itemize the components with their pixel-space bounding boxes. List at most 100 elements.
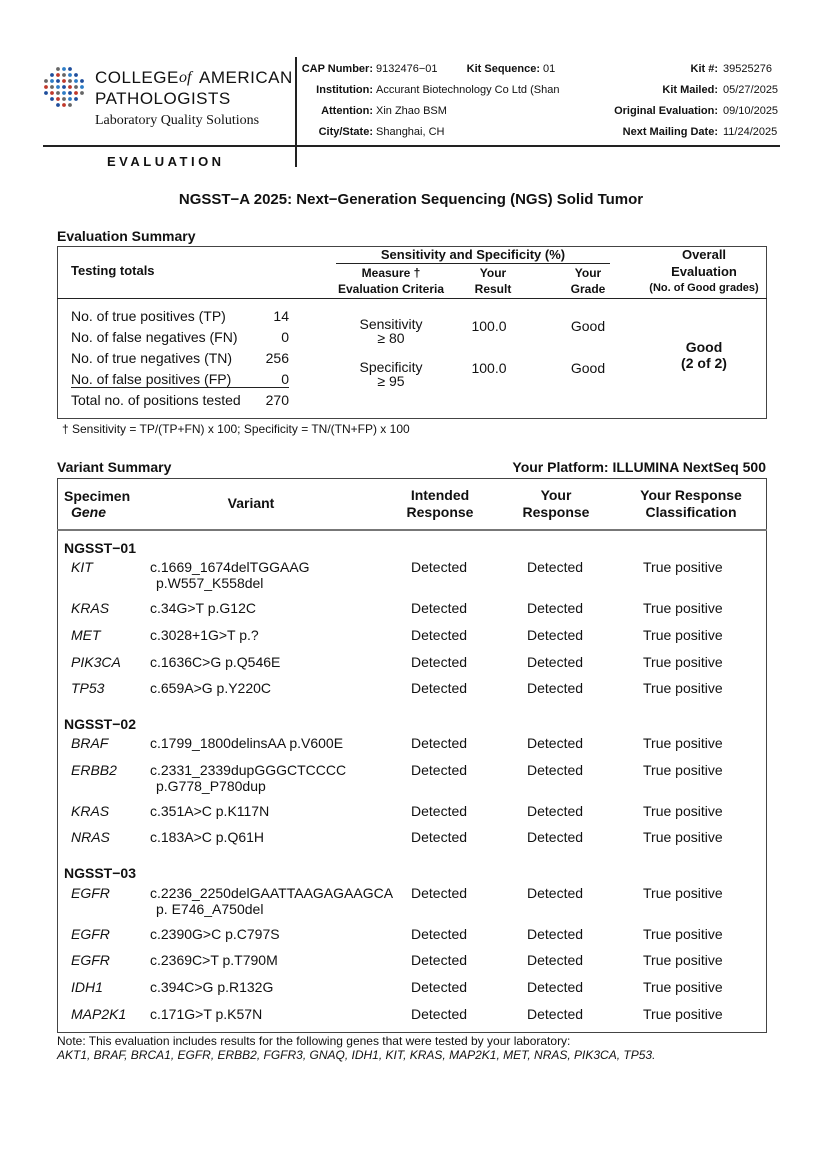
classification: True positive [643, 1005, 723, 1022]
classification: True positive [643, 884, 723, 901]
your-response: Detected [527, 761, 584, 778]
measure-name: Specificity [359, 358, 423, 375]
logo-dot [68, 91, 72, 95]
logo-dot [74, 85, 78, 89]
measure-name: Sensitivity [359, 315, 423, 332]
logo-text: AMERICAN [199, 67, 293, 87]
evaluation-header-rule [57, 298, 767, 299]
intended-response: Detected [411, 558, 468, 575]
variant: c.394C>G p.R132G [150, 978, 274, 995]
footnote: † Sensitivity = TP/(TP+FN) x 100; Specif… [62, 421, 410, 436]
logo-dot [44, 79, 48, 83]
variant-header-rule [57, 529, 767, 531]
gene: IDH1 [71, 978, 103, 995]
variant: p.W557_K558del [156, 574, 264, 591]
section-heading: Variant Summary [57, 458, 172, 475]
gene: TP53 [71, 679, 105, 696]
field-value: 01 [543, 63, 556, 76]
total-label: No. of true positives (TP) [71, 307, 226, 324]
your-response: Detected [527, 828, 584, 845]
your-response: Detected [527, 734, 584, 751]
variant: c.34G>T p.G12C [150, 599, 256, 616]
variant: c.171G>T p.K57N [150, 1005, 263, 1022]
intended-response: Detected [411, 1005, 468, 1022]
intended-response: Detected [411, 599, 468, 616]
logo-dot [74, 97, 78, 101]
column-header: Testing totals [71, 263, 155, 279]
gene: KRAS [71, 599, 110, 616]
variant: c.1669_1674delTGGAAG [150, 558, 310, 575]
logo-dot [80, 91, 84, 95]
field-value: 11/24/2025 [723, 126, 778, 139]
logo-dot [80, 85, 84, 89]
column-header: Grade [570, 281, 606, 296]
intended-response: Detected [411, 626, 468, 643]
logo-dot [44, 91, 48, 95]
measure-criteria: ≥ 95 [377, 372, 405, 389]
variant: p.G778_P780dup [156, 777, 266, 794]
variant-box [57, 478, 767, 1033]
column-header: Evaluation Criteria [337, 281, 445, 296]
gene: EGFR [71, 925, 110, 942]
classification: True positive [643, 951, 723, 968]
logo-dot [50, 73, 54, 77]
gene: EGFR [71, 884, 110, 901]
column-header: Your [574, 265, 602, 280]
specimen-id: NGSST−03 [64, 864, 136, 881]
column-header: Response [522, 503, 590, 520]
gene: EGFR [71, 951, 110, 968]
your-response: Detected [527, 599, 584, 616]
column-header: Evaluation [671, 264, 737, 280]
field-value: 09/10/2025 [723, 105, 779, 118]
logo-dot [50, 97, 54, 101]
intended-response: Detected [411, 802, 468, 819]
variant: c.3028+1G>T p.? [150, 626, 259, 643]
gene: MET [71, 626, 101, 643]
classification: True positive [643, 828, 723, 845]
your-response: Detected [527, 558, 584, 575]
logo-dot [68, 97, 72, 101]
total-value: 0 [281, 370, 289, 387]
logo-tagline: Laboratory Quality Solutions [95, 112, 260, 128]
intended-response: Detected [411, 679, 468, 696]
specimen-id: NGSST−01 [64, 539, 136, 556]
classification: True positive [643, 653, 723, 670]
note: Note: This evaluation includes results f… [57, 1033, 571, 1048]
logo-dot [74, 91, 78, 95]
field-value: 9132476−01 [376, 63, 438, 76]
field-value: Accurant Biotechnology Co Ltd (Shan [376, 84, 560, 97]
intended-response: Detected [411, 951, 468, 968]
logo-dot [50, 85, 54, 89]
total-label: Total no. of positions tested [71, 391, 241, 408]
header-divider [295, 57, 297, 167]
field-label: City/State: [318, 126, 373, 139]
gene: ERBB2 [71, 761, 117, 778]
column-header: Your [540, 486, 572, 503]
classification: True positive [643, 925, 723, 942]
logo-dot [68, 79, 72, 83]
logo-text: COLLEGE [95, 67, 179, 87]
field-label: Next Mailing Date: [622, 126, 718, 139]
your-response: Detected [527, 884, 584, 901]
column-header: Result [474, 281, 512, 296]
logo-dot [68, 73, 72, 77]
logo-dot [74, 73, 78, 77]
measure-criteria: ≥ 80 [377, 329, 405, 346]
section-label: EVALUATION [107, 154, 225, 170]
total-label: No. of false positives (FP) [71, 370, 232, 387]
note-genes: AKT1, BRAF, BRCA1, EGFR, ERBB2, FGFR3, G… [57, 1047, 656, 1062]
variant: c.183A>C p.Q61H [150, 828, 265, 845]
classification: True positive [643, 679, 723, 696]
column-header: Overall [681, 247, 727, 263]
field-label: Kit Mailed: [662, 84, 718, 97]
classification: True positive [643, 978, 723, 995]
platform: Your Platform: ILLUMINA NextSeq 500 [512, 458, 766, 475]
field-label: Kit #: [690, 63, 719, 76]
logo-dot [56, 73, 60, 77]
logo-dot [62, 85, 66, 89]
variant: c.2331_2339dupGGGCTCCCC [150, 761, 347, 778]
overall-count: (2 of 2) [681, 354, 727, 371]
your-response: Detected [527, 679, 584, 696]
column-header: Sensitivity and Specificity (%) [380, 247, 566, 263]
